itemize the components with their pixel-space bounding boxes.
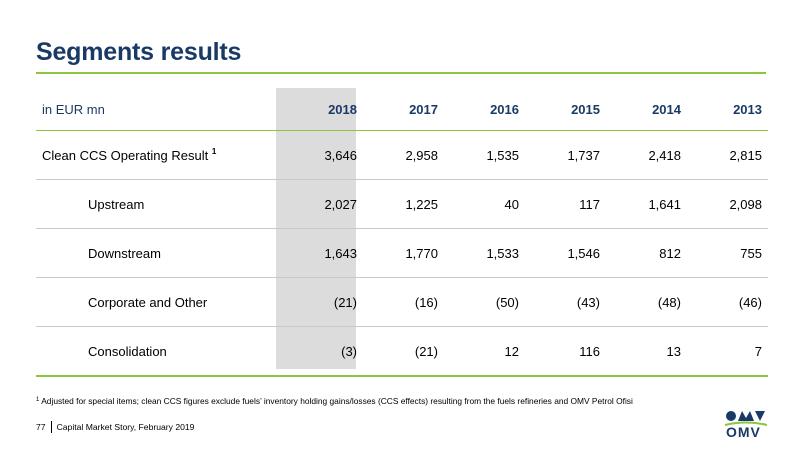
page-footer: 77 Capital Market Story, February 2019 — [36, 421, 194, 433]
table-cell: 1,737 — [567, 147, 600, 163]
year-header: 2016 — [490, 101, 519, 117]
table-cell: 1,535 — [486, 147, 519, 163]
table-cell: (3) — [341, 343, 357, 359]
row-label-upstream: Upstream — [88, 196, 145, 212]
table-cell: 1,770 — [405, 245, 438, 261]
table-row: Consolidation (3) (21) 12 116 13 7 — [36, 327, 768, 376]
row-label-downstream: Downstream — [88, 245, 161, 261]
footnote-marker: 1 — [36, 397, 40, 403]
table-cell: 812 — [659, 245, 681, 261]
year-header: 2015 — [571, 101, 600, 117]
table-cell: 1,643 — [324, 245, 357, 261]
table-cell: 2,815 — [729, 147, 762, 163]
table-cell: 117 — [579, 196, 600, 212]
row-label-corporate: Corporate and Other — [88, 294, 208, 310]
year-header: 2014 — [652, 101, 681, 117]
year-header: 2017 — [409, 101, 438, 117]
year-header: 2013 — [733, 101, 762, 117]
page-number: 77 — [36, 422, 46, 432]
title-divider — [36, 72, 766, 74]
table-cell: (43) — [576, 294, 600, 310]
table-cell: 12 — [504, 343, 519, 359]
table-cell: 2,098 — [729, 196, 762, 212]
table-cell: 2,027 — [324, 196, 357, 212]
highlight-column-2018 — [276, 88, 356, 369]
table-cell: (16) — [414, 294, 438, 310]
table-cell: 1,225 — [405, 196, 438, 212]
table-cell: (21) — [333, 294, 357, 310]
table-row: Downstream 1,643 1,770 1,533 1,546 812 7… — [36, 229, 768, 278]
row-label-clean-ccs: Clean CCS Operating Result 1 — [36, 131, 282, 180]
table-row: Clean CCS Operating Result 1 3,646 2,958… — [36, 131, 768, 180]
table-cell: (50) — [495, 294, 519, 310]
table-cell: 1,546 — [567, 245, 600, 261]
table-header-row: in EUR mn 2018 2017 2016 2015 2014 2013 — [36, 88, 768, 131]
table-cell: 40 — [504, 196, 519, 212]
logo-wordmark: OMV — [726, 424, 761, 440]
footnote: 1 Adjusted for special items; clean CCS … — [36, 396, 633, 406]
segments-table: in EUR mn 2018 2017 2016 2015 2014 2013 … — [36, 88, 768, 377]
table-cell: 755 — [740, 245, 762, 261]
footer-text: Capital Market Story, February 2019 — [56, 422, 195, 432]
year-header: 2018 — [328, 101, 357, 117]
page-title: Segments results — [36, 38, 242, 66]
table-cell: 2,958 — [405, 147, 438, 163]
table-cell: 1,641 — [648, 196, 681, 212]
footer-divider — [50, 421, 52, 433]
footnote-ref: 1 — [211, 147, 217, 156]
footnote-text: Adjusted for special items; clean CCS fi… — [41, 396, 633, 406]
table-row: Corporate and Other (21) (16) (50) (43) … — [36, 278, 768, 327]
table-cell: (48) — [657, 294, 681, 310]
omv-logo-icon — [724, 411, 768, 426]
row-label-text: Clean CCS Operating Result — [42, 148, 209, 163]
table-cell: 116 — [579, 343, 600, 359]
table-cell: 13 — [666, 343, 681, 359]
unit-label: in EUR mn — [42, 101, 105, 117]
table-cell: 3,646 — [324, 147, 357, 163]
table-cell: 7 — [754, 343, 762, 359]
table-cell: (21) — [414, 343, 438, 359]
table-cell: 1,533 — [486, 245, 519, 261]
table-cell: 2,418 — [648, 147, 681, 163]
row-label-consolidation: Consolidation — [88, 343, 167, 359]
table-row: Upstream 2,027 1,225 40 117 1,641 2,098 — [36, 180, 768, 229]
table-cell: (46) — [738, 294, 762, 310]
